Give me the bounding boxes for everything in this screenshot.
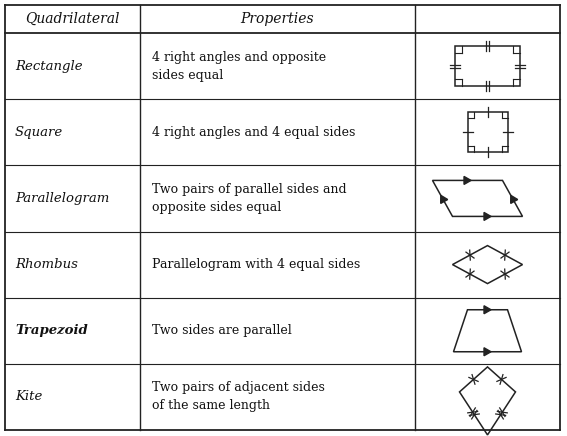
Polygon shape: [484, 306, 491, 314]
Bar: [468, 112, 507, 152]
Polygon shape: [452, 245, 523, 283]
Text: Rectangle: Rectangle: [15, 60, 83, 72]
Bar: [455, 46, 520, 86]
Text: Kite: Kite: [15, 390, 43, 403]
Text: Two pairs of adjacent sides
of the same length: Two pairs of adjacent sides of the same …: [152, 382, 325, 412]
Polygon shape: [484, 212, 491, 221]
Text: Quadrilateral: Quadrilateral: [26, 12, 120, 26]
Text: 4 right angles and 4 equal sides: 4 right angles and 4 equal sides: [152, 126, 356, 139]
Text: Rhombus: Rhombus: [15, 258, 78, 271]
Polygon shape: [454, 310, 522, 352]
Text: Properties: Properties: [240, 12, 314, 26]
Text: Two pairs of parallel sides and
opposite sides equal: Two pairs of parallel sides and opposite…: [152, 183, 346, 214]
Polygon shape: [433, 181, 523, 216]
Polygon shape: [511, 195, 518, 204]
Polygon shape: [484, 348, 491, 356]
Text: Parallelogram: Parallelogram: [15, 192, 109, 205]
Text: Trapezoid: Trapezoid: [15, 324, 88, 337]
Polygon shape: [441, 195, 448, 204]
Text: 4 right angles and opposite
sides equal: 4 right angles and opposite sides equal: [152, 51, 326, 82]
Polygon shape: [459, 367, 515, 435]
Text: Square: Square: [15, 126, 64, 139]
Polygon shape: [464, 177, 471, 184]
Text: Parallelogram with 4 equal sides: Parallelogram with 4 equal sides: [152, 258, 360, 271]
Text: Two sides are parallel: Two sides are parallel: [152, 324, 292, 337]
